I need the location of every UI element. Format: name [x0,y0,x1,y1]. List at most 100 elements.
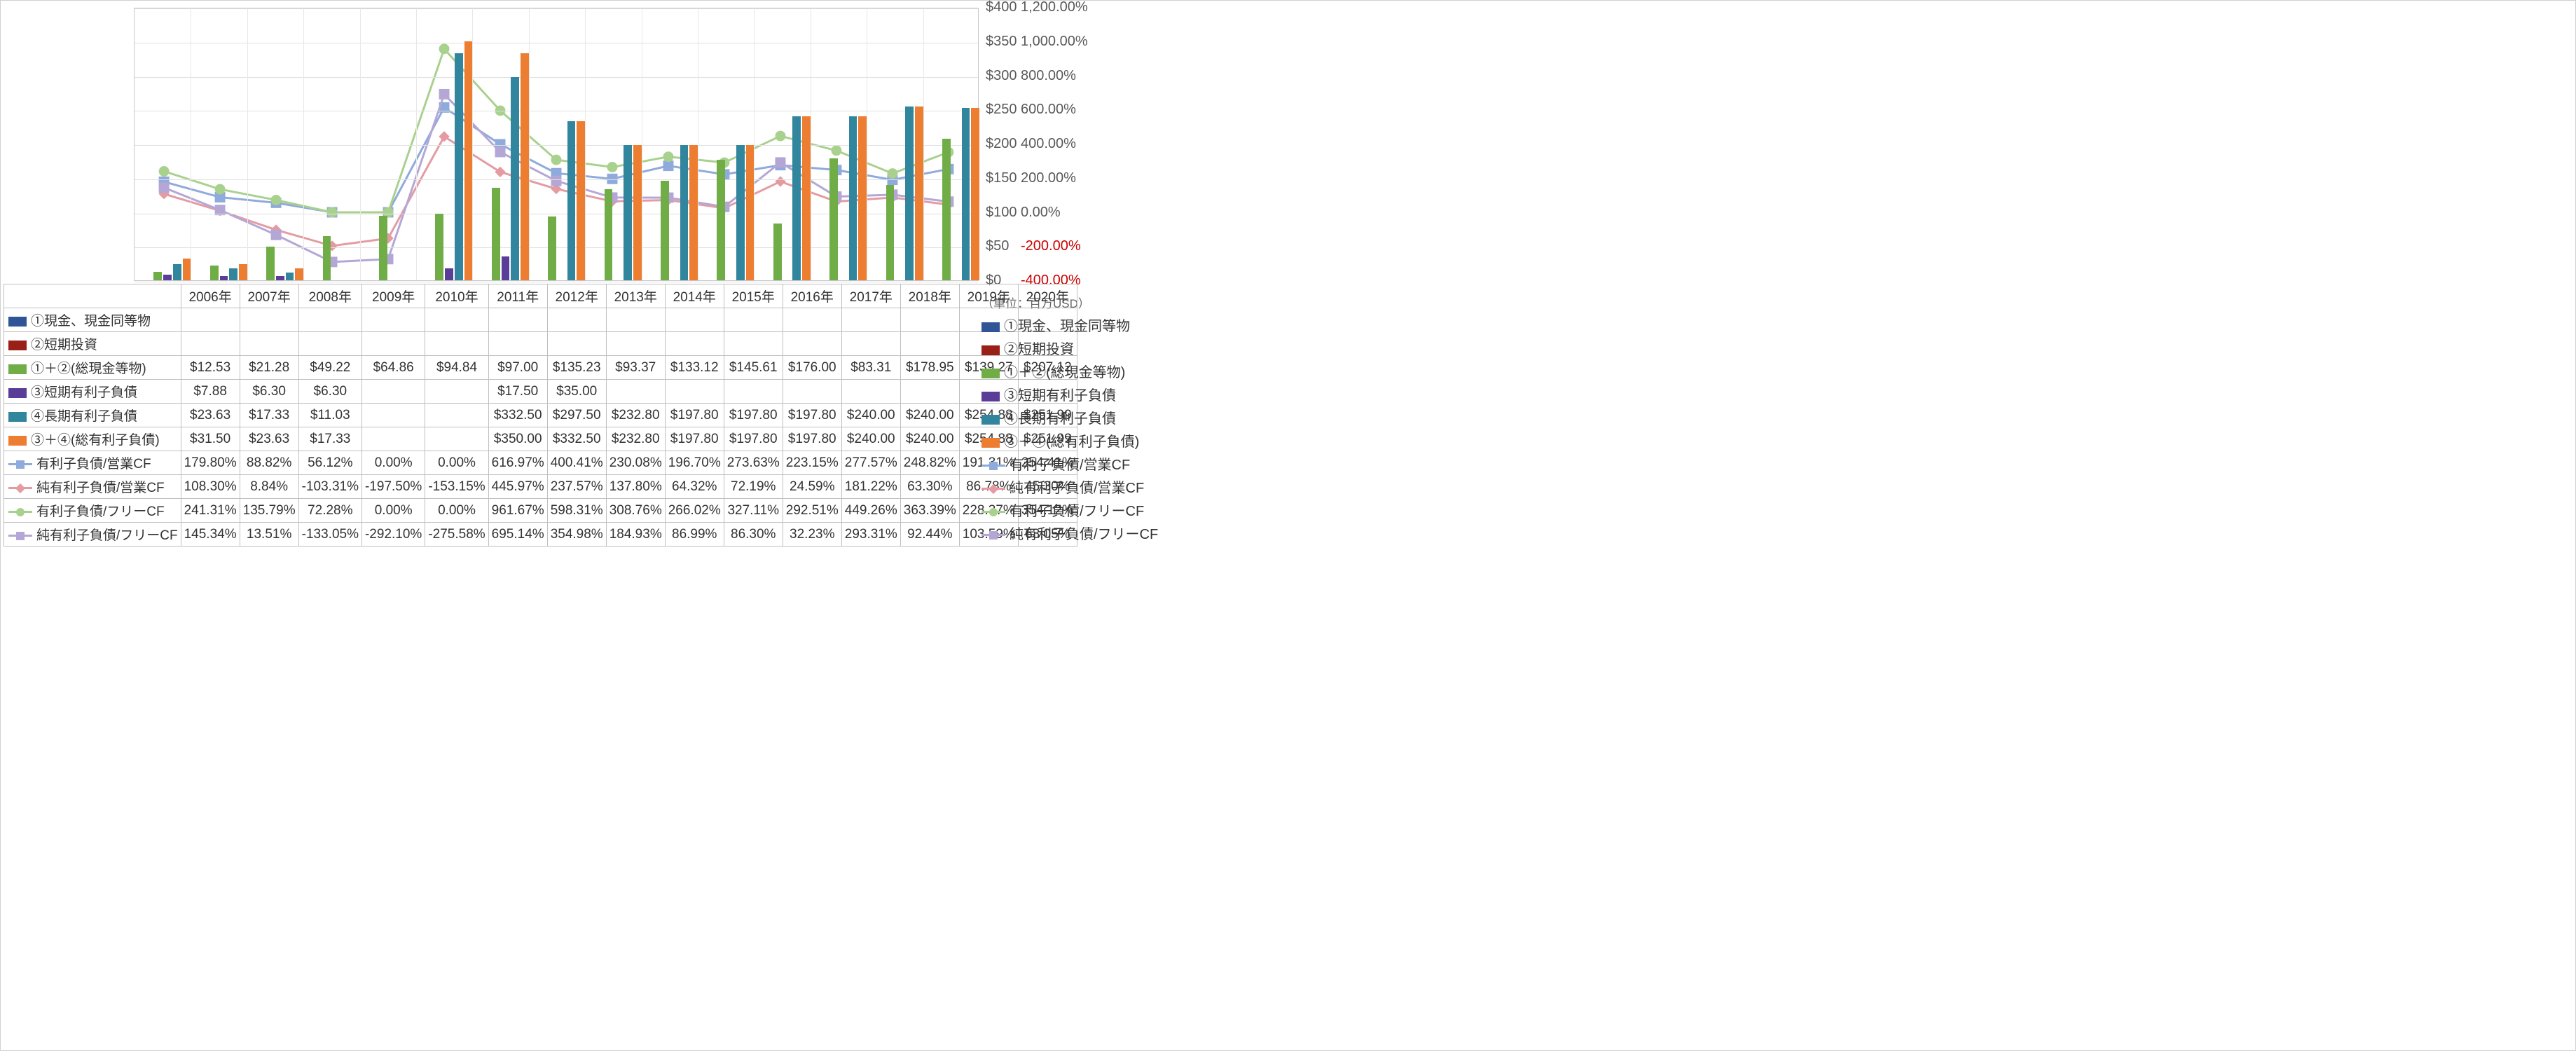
bar-group [303,8,359,280]
bar-group [867,8,923,280]
cell [841,332,900,356]
bar-s6 [521,53,529,280]
legend-swatch-s5 [982,415,1000,425]
bar-s5 [792,116,801,280]
cell: 449.26% [841,499,900,523]
category-header: 2018年 [900,284,959,308]
category-header: 2015年 [724,284,783,308]
y1-tick: $100 [986,205,1017,221]
cell: $21.28 [240,356,298,380]
series-name: ③＋④(総有利子負債) [31,433,160,448]
cell: $35.00 [547,380,606,404]
cell [361,380,425,404]
cell [240,332,298,356]
category-header: 2007年 [240,284,298,308]
bar-s5 [173,264,181,280]
y1-tick: $200 [986,136,1017,152]
bar-s3 [210,266,219,280]
cell: 354.98% [547,523,606,547]
legend-label: ②短期投資 [1004,342,1074,357]
y1-tick: $150 [986,170,1017,186]
cell: 63.30% [900,475,959,499]
series-header-l2: 純有利子負債/営業CF [4,475,181,499]
bar-s4 [502,256,510,280]
cell [783,380,841,404]
cell [724,332,783,356]
category-header: 2012年 [547,284,606,308]
bar-s5 [567,121,576,280]
cell: $97.00 [488,356,547,380]
legend-swatch-s3 [8,364,27,374]
bar-s6 [858,116,867,280]
bar-s6 [577,121,585,280]
legend-item-l4: 純有利子負債/フリーCF [982,523,1158,543]
cell [724,380,783,404]
category-header: 2017年 [841,284,900,308]
bar-group [247,8,303,280]
cell: $83.31 [841,356,900,380]
legend-swatch-l1 [982,461,1005,471]
cell [841,308,900,332]
legend-swatch-s3 [982,369,1000,378]
cell: -292.10% [361,523,425,547]
cell [181,332,240,356]
legend-item-s6: ③＋④(総有利子負債) [982,430,1158,451]
legend-swatch-s1 [8,317,27,327]
legend-swatch-s2 [8,341,27,350]
y2-tick: 0.00% [1021,205,1061,221]
cell: $332.50 [547,427,606,451]
bar-s4 [220,276,228,280]
cell: $6.30 [298,380,361,404]
cell [665,308,724,332]
cell: 237.57% [547,475,606,499]
bar-s6 [802,116,811,280]
cell: $197.80 [724,427,783,451]
series-name: ②短期投資 [31,338,97,352]
legend-item-s4: ③短期有利子負債 [982,384,1158,404]
cell: 196.70% [665,451,724,475]
cell: 445.97% [488,475,547,499]
bar-s6 [464,41,473,280]
legend-swatch-l4 [8,531,32,541]
plot-area [134,8,979,281]
cell [425,332,488,356]
y1-tick: $350 [986,34,1017,50]
cell [488,308,547,332]
legend-item-s5: ④長期有利子負債 [982,407,1158,427]
cell: 230.08% [606,451,665,475]
cell: 266.02% [665,499,724,523]
legend-swatch-l3 [982,507,1005,517]
cell: 292.51% [783,499,841,523]
cell: 92.44% [900,523,959,547]
series-header-l4: 純有利子負債/フリーCF [4,523,181,547]
bar-s4 [163,275,172,280]
series-name: 純有利子負債/営業CF [36,481,165,495]
cell: 13.51% [240,523,298,547]
cell: -133.05% [298,523,361,547]
cell: -197.50% [361,475,425,499]
cell: $197.80 [724,404,783,427]
legend-label: 純有利子負債/営業CF [1010,481,1144,496]
cell: $135.23 [547,356,606,380]
cell: 88.82% [240,451,298,475]
legend-swatch-l4 [982,530,1005,540]
category-header: 2013年 [606,284,665,308]
bar-s3 [605,189,613,280]
cell: $145.61 [724,356,783,380]
legend-label: ③＋④(総有利子負債) [1004,434,1139,450]
bar-s4 [276,276,284,280]
bar-s3 [942,139,951,280]
cell [298,332,361,356]
bar-group [585,8,641,280]
bar-group [416,8,472,280]
cell [361,332,425,356]
cell: 72.19% [724,475,783,499]
series-header-s2: ②短期投資 [4,332,181,356]
cell [606,380,665,404]
y2-tick: 800.00% [1021,68,1076,84]
cell: -103.31% [298,475,361,499]
cell: 86.30% [724,523,783,547]
cell: $17.33 [240,404,298,427]
y1-tick: $250 [986,102,1017,118]
cell: 137.80% [606,475,665,499]
